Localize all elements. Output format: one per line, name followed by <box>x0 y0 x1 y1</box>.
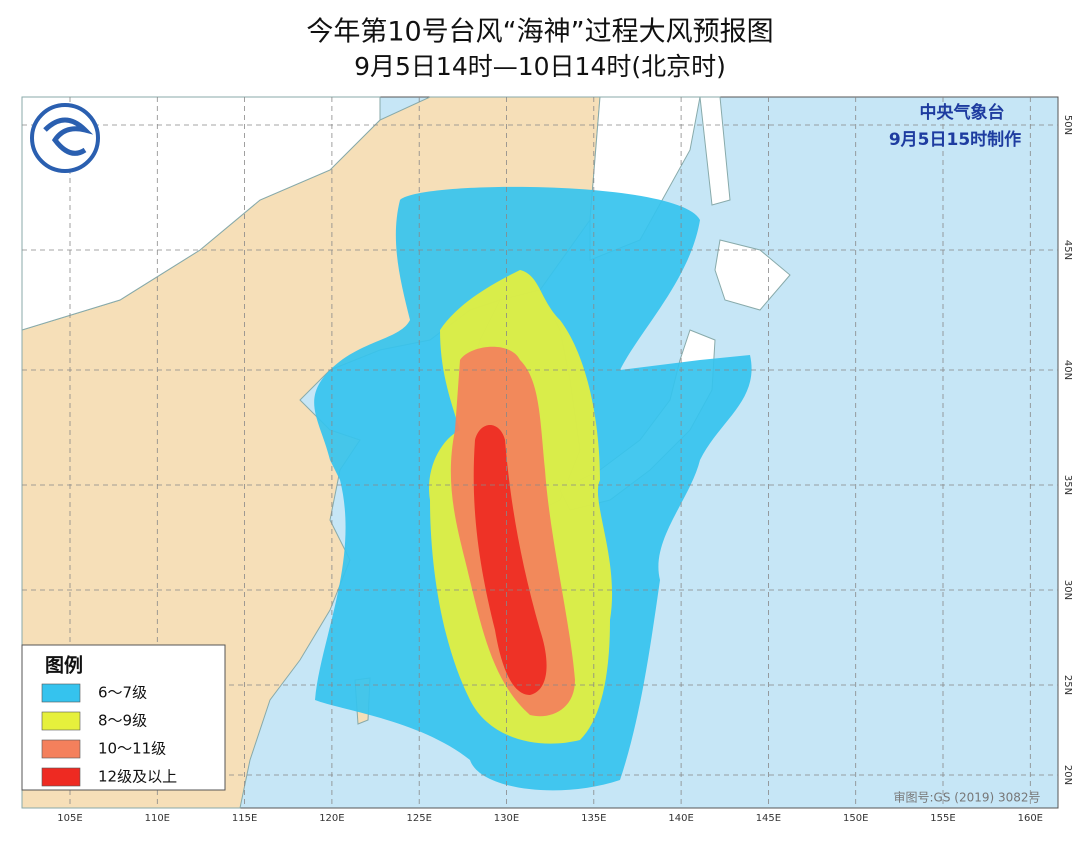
legend-swatch <box>41 767 81 787</box>
logo <box>30 103 100 173</box>
longitude-label: 140E <box>668 813 693 824</box>
map-number: 审图号:GS (2019) 3082号 <box>893 790 1040 805</box>
legend-label: 8～9级 <box>98 712 147 730</box>
longitude-label: 145E <box>756 813 781 824</box>
longitude-label: 115E <box>232 813 257 824</box>
legend: 图例 6～7级 8～9级 10～11级 12级及以上 <box>21 644 226 791</box>
issued-time: 9月5日15时制作 <box>889 129 1021 150</box>
longitude-label: 110E <box>145 813 170 824</box>
latitude-label: 45N <box>1062 240 1073 260</box>
legend-swatch <box>41 739 81 759</box>
legend-label: 12级及以上 <box>98 768 177 786</box>
longitude-label: 150E <box>843 813 868 824</box>
latitude-label: 25N <box>1062 675 1073 695</box>
mongolia <box>21 96 381 331</box>
legend-swatch <box>41 683 81 703</box>
wind-zone <box>473 425 547 695</box>
latitude-label: 20N <box>1062 765 1073 785</box>
wind-zones <box>314 186 752 791</box>
latitude-label: 30N <box>1062 580 1073 600</box>
sakhalin <box>699 96 731 206</box>
longitude-label: 130E <box>494 813 519 824</box>
agency: 中央气象台 <box>920 102 1005 123</box>
legend-label: 6～7级 <box>98 684 147 702</box>
legend-title: 图例 <box>45 654 83 677</box>
longitude-label: 120E <box>319 813 344 824</box>
subtitle: 9月5日14时—10日14时(北京时) <box>354 52 726 81</box>
legend-swatch <box>41 711 81 731</box>
longitude-label: 135E <box>581 813 606 824</box>
graticule: 105E 110E 115E 120E 125E 130E 135E 140E 145E 150E… <box>22 97 1073 824</box>
longitude-label: 160E <box>1018 813 1043 824</box>
legend-label: 10～11级 <box>98 740 166 758</box>
latitude-label: 50N <box>1062 115 1073 135</box>
latitude-label: 40N <box>1062 360 1073 380</box>
longitude-label: 105E <box>57 813 82 824</box>
longitude-label: 155E <box>930 813 955 824</box>
title: 今年第10号台风“海神”过程大风预报图 <box>306 17 773 48</box>
longitude-label: 125E <box>406 813 431 824</box>
latitude-label: 35N <box>1062 475 1073 495</box>
